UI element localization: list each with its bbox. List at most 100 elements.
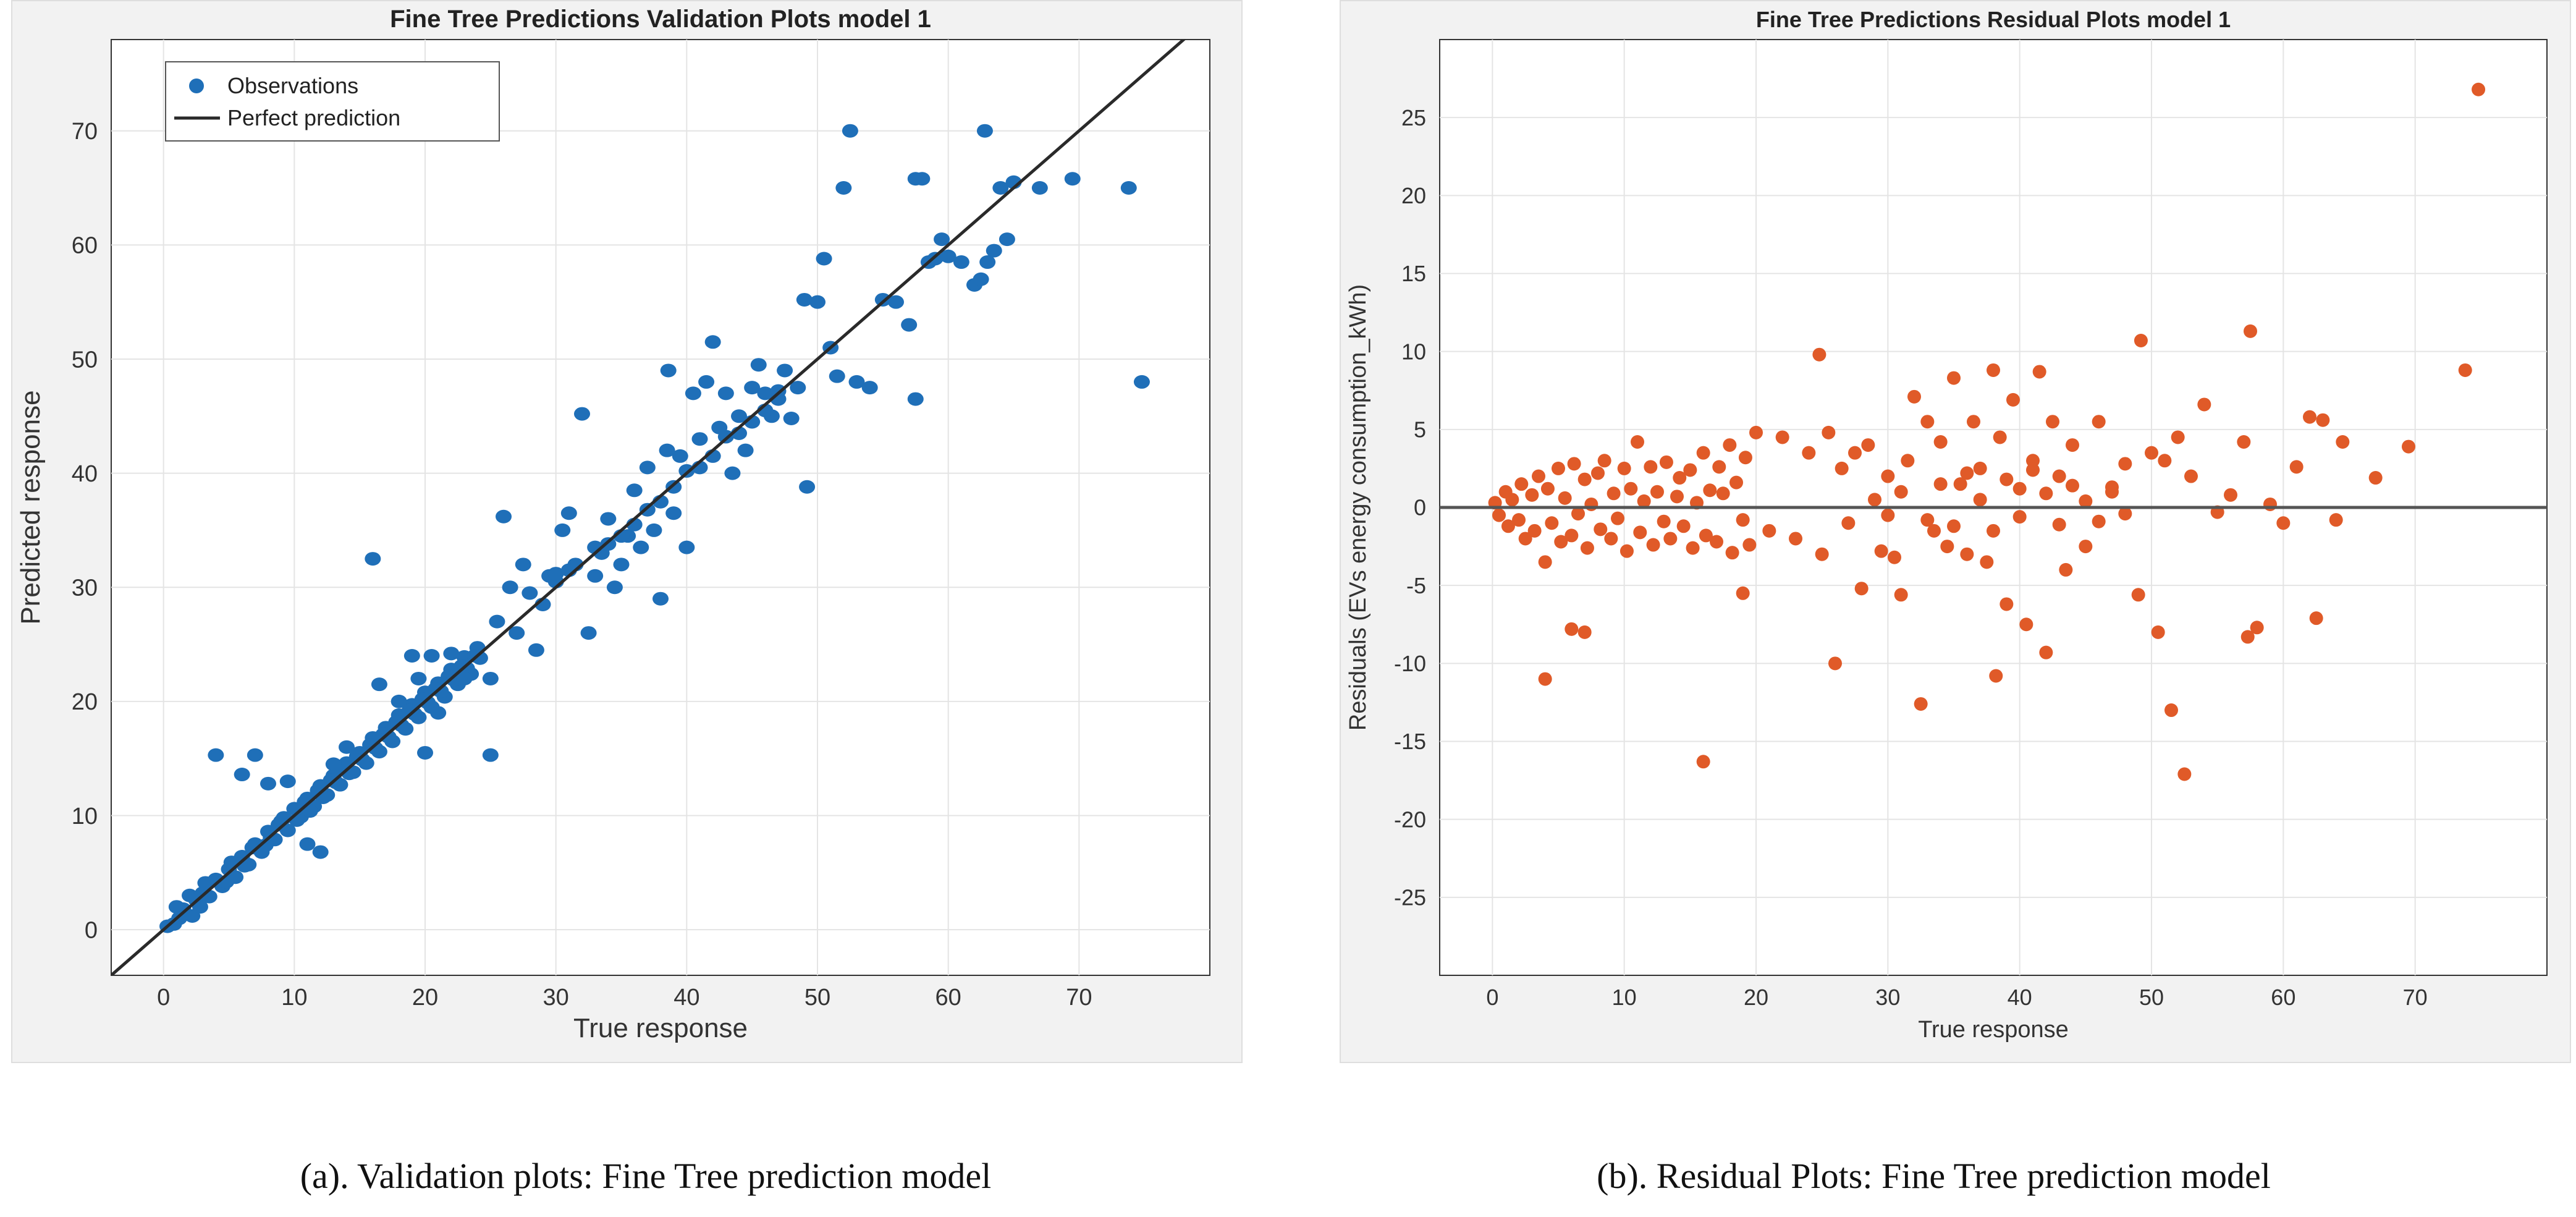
residual-point xyxy=(1604,532,1618,546)
observation-point xyxy=(717,386,734,401)
residual-point xyxy=(2118,507,2132,521)
residual-point xyxy=(1960,466,1974,480)
residual-point xyxy=(1947,371,1961,385)
residual-point xyxy=(1558,491,1572,505)
observation-point xyxy=(665,506,682,520)
observation-point xyxy=(927,252,944,266)
y-axis-label: Residuals (EVs energy consumption_kWh) xyxy=(1345,284,1371,731)
observation-point xyxy=(302,804,318,818)
legend-box xyxy=(165,61,500,142)
residual-point xyxy=(2052,517,2066,532)
observation-point xyxy=(391,694,407,708)
observation-point xyxy=(842,124,858,138)
legend-label-perfect-prediction: Perfect prediction xyxy=(227,105,400,130)
caption-residual: (b). Residual Plots: Fine Tree predictio… xyxy=(1597,1156,2271,1196)
observation-point xyxy=(659,443,675,457)
observation-point xyxy=(691,432,708,446)
residual-point xyxy=(2368,471,2383,485)
observation-point xyxy=(646,523,662,537)
observation-point xyxy=(430,706,447,720)
observation-point xyxy=(835,181,852,195)
residual-point xyxy=(1532,469,1545,483)
observation-point xyxy=(354,753,371,767)
residual-point xyxy=(1940,540,1954,554)
residual-point xyxy=(1973,493,1987,507)
residual-point xyxy=(1538,672,1552,686)
residual-point xyxy=(1835,461,1849,475)
observation-point xyxy=(672,449,688,463)
residual-point xyxy=(1960,547,1974,561)
observation-point xyxy=(299,837,316,851)
observation-point xyxy=(678,540,695,554)
residual-point xyxy=(2079,540,2093,554)
residual-point xyxy=(1703,483,1717,498)
residual-point xyxy=(1762,524,1776,538)
observation-point xyxy=(560,506,577,520)
observation-point xyxy=(934,232,950,247)
observation-point xyxy=(861,381,878,395)
residual-point xyxy=(2336,435,2350,449)
residual-point xyxy=(1696,755,1710,769)
y-tick-label: -25 xyxy=(1394,884,1426,910)
residual-point xyxy=(2151,625,2165,639)
residual-point xyxy=(1894,485,1908,499)
legend: Observations Perfect prediction xyxy=(165,61,500,142)
residuals-series xyxy=(1488,82,2486,781)
residual-point xyxy=(2240,630,2255,644)
observation-point xyxy=(502,580,518,595)
observation-point xyxy=(757,386,774,401)
residual-point xyxy=(2000,597,2014,611)
residual-point xyxy=(1631,435,1644,449)
residual-point xyxy=(1696,446,1710,460)
x-tick-label: 30 xyxy=(543,985,569,1011)
x-axis-label: True response xyxy=(573,1013,748,1043)
observation-point xyxy=(600,512,617,526)
observation-point xyxy=(685,386,701,401)
residual-point xyxy=(1611,511,1624,525)
observation-point xyxy=(365,552,381,566)
observation-point xyxy=(482,671,499,685)
residual-point xyxy=(1812,347,1826,362)
x-tick-label: 60 xyxy=(935,985,961,1011)
observation-point xyxy=(953,255,969,269)
x-axis-label: True response xyxy=(1918,1017,2069,1043)
residual-point xyxy=(1565,528,1579,543)
residual-point xyxy=(2316,413,2330,427)
residual-point xyxy=(2032,365,2046,379)
residual-point xyxy=(2145,446,2158,460)
observation-point xyxy=(737,443,754,457)
legend-label-observations: Observations xyxy=(227,73,358,98)
residual-point xyxy=(1828,656,1842,671)
observation-point xyxy=(678,464,695,478)
residual-point xyxy=(1514,477,1529,491)
residual-point xyxy=(1927,524,1941,538)
perfect-prediction-line xyxy=(111,40,1186,975)
observation-point xyxy=(600,537,617,551)
observation-point xyxy=(770,384,787,398)
observation-point xyxy=(197,876,214,890)
x-tick-label: 10 xyxy=(1612,985,1637,1010)
x-tick-label: 40 xyxy=(2008,985,2032,1010)
observation-point xyxy=(907,392,924,406)
residual-point xyxy=(1868,493,1881,507)
observation-point xyxy=(704,335,721,349)
y-tick-label: 10 xyxy=(72,804,98,829)
residual-point xyxy=(1749,425,1763,439)
residual-point xyxy=(2303,410,2316,424)
residual-point xyxy=(1673,471,1687,485)
y-tick-label: -5 xyxy=(1406,573,1426,598)
residual-point xyxy=(2158,454,2172,468)
y-axis-label: Predicted response xyxy=(15,390,46,624)
residual-point xyxy=(2184,469,2198,483)
y-tick-label: 0 xyxy=(1414,495,1426,520)
observation-point xyxy=(914,172,931,186)
residual-point xyxy=(1848,446,1862,460)
observation-point xyxy=(633,540,649,554)
y-tick-label: 5 xyxy=(1414,417,1426,442)
residual-point xyxy=(1540,481,1555,496)
residual-point xyxy=(2237,435,2251,449)
residual-point xyxy=(1676,519,1691,533)
residual-point xyxy=(1861,438,1875,452)
y-tick-label: 20 xyxy=(1401,183,1426,208)
residual-point xyxy=(1841,516,1856,530)
